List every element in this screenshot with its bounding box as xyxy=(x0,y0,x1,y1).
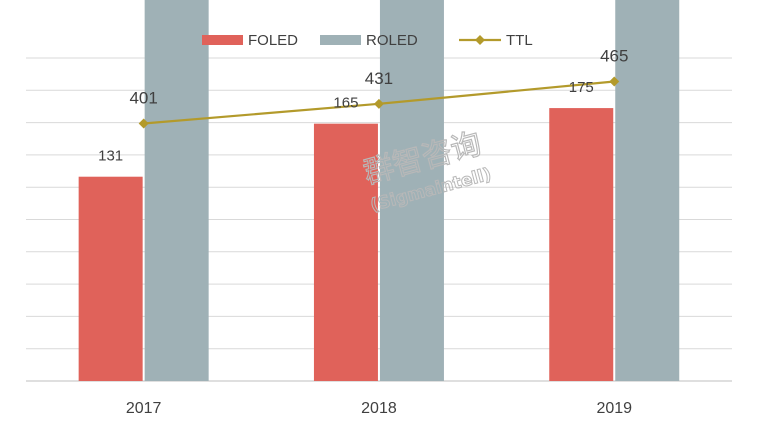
legend-item-roled: ROLED xyxy=(320,32,418,49)
legend-item-ttl: TTL xyxy=(459,32,533,49)
x-tick-label-2018: 2018 xyxy=(361,400,397,417)
bar-foled-2019 xyxy=(549,108,614,381)
data-label-foled-2019: 175 xyxy=(569,79,594,96)
legend: FOLED ROLED TTL xyxy=(202,32,533,49)
marker-ttl-2018 xyxy=(373,98,384,109)
value-labels: 131270165267175291401431465 xyxy=(98,47,628,165)
legend-label-roled: ROLED xyxy=(366,32,418,49)
data-label-ttl-2017: 401 xyxy=(129,89,157,108)
marker-ttl-2017 xyxy=(138,118,149,129)
x-axis: 2017 2018 2019 xyxy=(126,400,632,417)
data-label-foled-2018: 165 xyxy=(333,95,358,112)
legend-marker-ttl xyxy=(475,35,485,45)
legend-label-foled: FOLED xyxy=(248,32,298,49)
ttl-line-layer xyxy=(138,76,620,129)
bar-roled-2019 xyxy=(615,0,680,381)
legend-label-ttl: TTL xyxy=(506,32,533,49)
x-tick-label-2019: 2019 xyxy=(596,400,632,417)
legend-swatch-roled xyxy=(320,35,361,45)
bar-foled-2017 xyxy=(78,176,143,381)
legend-item-foled: FOLED xyxy=(202,32,298,49)
bar-roled-2017 xyxy=(144,0,209,382)
data-label-ttl-2018: 431 xyxy=(365,69,393,88)
legend-swatch-foled xyxy=(202,35,243,45)
bars xyxy=(78,0,680,382)
bar-roled-2018 xyxy=(379,0,444,381)
data-label-foled-2017: 131 xyxy=(98,148,123,165)
marker-ttl-2019 xyxy=(609,76,620,87)
x-tick-label-2017: 2017 xyxy=(126,400,162,417)
bar-foled-2018 xyxy=(313,123,378,381)
data-label-ttl-2019: 465 xyxy=(600,47,628,66)
